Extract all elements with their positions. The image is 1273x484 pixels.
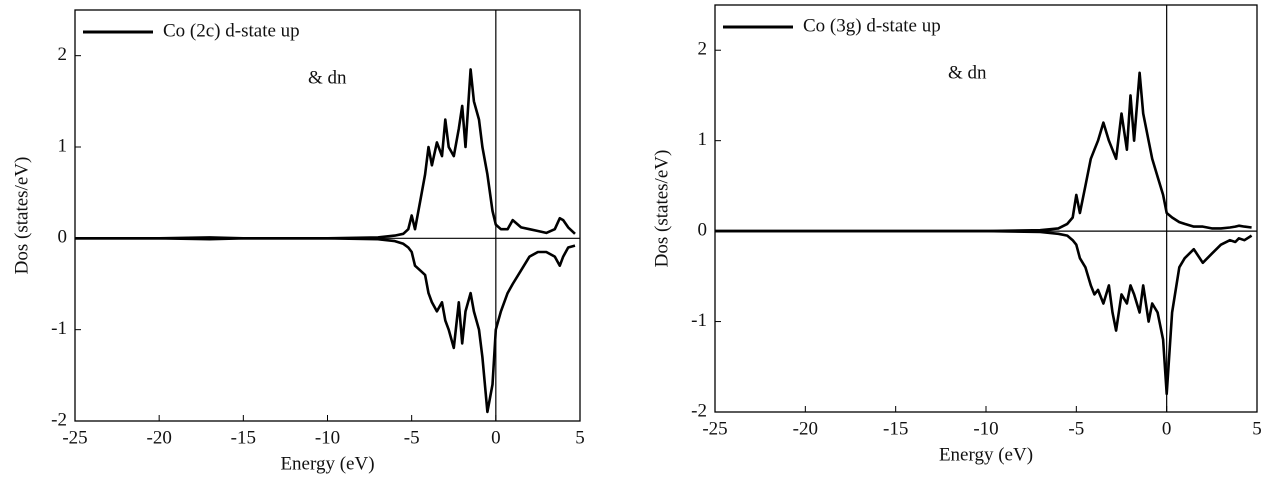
y-tick-label: 0 (58, 227, 68, 248)
y-tick-label: -1 (51, 318, 67, 339)
x-axis-label: Energy (eV) (280, 453, 374, 474)
legend-label: Co (2c) d-state up (163, 20, 300, 41)
dos-line (75, 237, 576, 414)
y-tick-label: 1 (698, 129, 708, 150)
x-tick-label: -25 (702, 418, 727, 439)
x-tick-label: -15 (883, 418, 908, 439)
x-tick-label: -20 (147, 427, 172, 448)
y-tick-label: -2 (51, 409, 67, 430)
dos-line (715, 71, 1252, 233)
x-tick-label: -25 (62, 427, 87, 448)
dos-line (715, 229, 1253, 396)
legend-label: & dn (308, 67, 347, 88)
x-tick-label: 5 (1252, 418, 1262, 439)
x-tick-label: -5 (404, 427, 420, 448)
y-tick-label: -2 (691, 400, 707, 421)
y-tick-label: 2 (698, 39, 708, 60)
x-tick-label: -20 (793, 418, 818, 439)
legend-label: & dn (948, 62, 987, 83)
x-tick-label: 0 (1162, 418, 1172, 439)
y-axis-label: Dos (states/eV) (11, 157, 32, 275)
legend-label: Co (3g) d-state up (803, 15, 941, 36)
dos-line (75, 68, 576, 240)
x-tick-label: -10 (315, 427, 340, 448)
y-tick-label: 2 (58, 44, 68, 65)
y-tick-label: 1 (58, 135, 68, 156)
x-tick-label: -15 (231, 427, 256, 448)
y-tick-label: -1 (691, 310, 707, 331)
x-tick-label: 5 (575, 427, 585, 448)
x-axis-label: Energy (eV) (939, 444, 1033, 465)
x-tick-label: -10 (973, 418, 998, 439)
x-tick-label: 0 (491, 427, 501, 448)
y-axis-label: Dos (states/eV) (651, 150, 672, 268)
x-tick-label: -5 (1068, 418, 1084, 439)
y-tick-label: 0 (698, 219, 708, 240)
